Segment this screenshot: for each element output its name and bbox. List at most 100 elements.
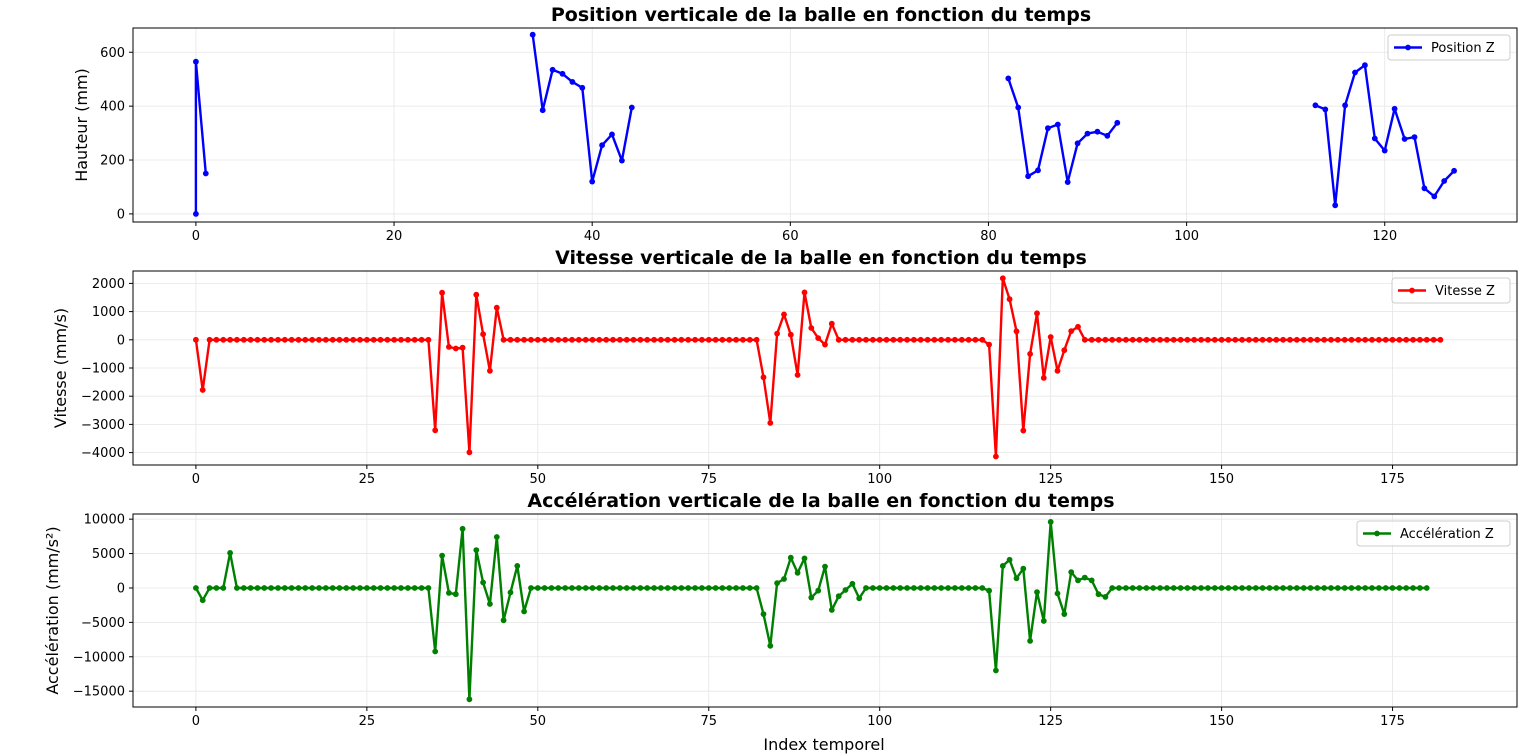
acceleration-data-point	[904, 585, 910, 591]
acceleration-data-point	[1006, 556, 1013, 563]
vitesse-data-point	[596, 336, 603, 343]
vitesse-data-point	[1198, 336, 1204, 343]
acceleration-x-tick-label: 150	[1209, 714, 1234, 729]
vitesse-data-point	[1410, 336, 1416, 343]
vitesse-data-point	[603, 336, 610, 343]
vitesse-data-point	[364, 336, 370, 343]
vitesse-data-point	[1191, 336, 1198, 343]
vitesse-data-point	[575, 336, 582, 343]
acceleration-data-point	[917, 585, 924, 591]
acceleration-data-point	[986, 587, 992, 594]
vitesse-data-point	[1307, 336, 1314, 343]
position-data-point	[1352, 69, 1358, 76]
acceleration-y-tick-label: 5000	[92, 547, 125, 562]
vitesse-legend-marker	[1409, 287, 1415, 294]
acceleration-data-point	[432, 648, 439, 655]
vitesse-data-point	[1150, 336, 1157, 343]
vitesse-data-point	[1259, 336, 1266, 343]
vitesse-data-point	[712, 336, 719, 343]
acceleration-data-point	[664, 585, 671, 591]
vitesse-data-point	[1116, 336, 1122, 343]
vitesse-data-point	[1027, 351, 1033, 357]
vitesse-y-tick-label: −4000	[81, 446, 125, 461]
vitesse-data-point	[965, 336, 972, 343]
acceleration-data-point	[1314, 585, 1321, 591]
vitesse-data-point	[487, 367, 493, 374]
vitesse-data-point	[658, 336, 664, 343]
vitesse-data-point	[480, 331, 486, 338]
position-data-point	[1045, 125, 1051, 132]
vitesse-data-point	[1266, 336, 1273, 343]
acceleration-data-point	[364, 585, 370, 591]
vitesse-data-point	[227, 336, 234, 343]
vitesse-data-point	[972, 336, 979, 343]
vitesse-data-point	[1034, 310, 1040, 317]
acceleration-data-point	[425, 585, 432, 591]
vitesse-y-tick-label: −3000	[81, 418, 125, 433]
position-data-point	[193, 58, 199, 65]
position-data-point	[1025, 173, 1031, 180]
acceleration-data-point	[1293, 585, 1300, 591]
acceleration-data-point	[1376, 585, 1382, 591]
acceleration-data-point	[767, 642, 774, 649]
acceleration-data-point	[808, 594, 815, 601]
position-x-tick-label: 80	[980, 229, 997, 244]
acceleration-title: Accélération verticale de la balle en fo…	[527, 490, 1114, 512]
acceleration-data-point	[350, 585, 357, 591]
vitesse-data-point	[1218, 336, 1225, 343]
position-data-point	[1322, 106, 1329, 113]
acceleration-data-point	[1095, 591, 1102, 598]
vitesse-data-point	[1184, 336, 1191, 343]
acceleration-data-point	[548, 585, 555, 591]
position-y-tick-label: 600	[100, 46, 125, 61]
vitesse-data-point	[931, 336, 938, 343]
position-data-point	[559, 70, 566, 77]
vitesse-data-point	[787, 331, 794, 338]
acceleration-data-point	[1328, 585, 1334, 591]
vitesse-data-point	[1109, 336, 1116, 343]
acceleration-data-point	[261, 585, 268, 591]
acceleration-data-point	[1410, 585, 1416, 591]
vitesse-data-point	[644, 336, 651, 343]
acceleration-data-point	[801, 555, 808, 562]
vitesse-data-point	[514, 336, 521, 343]
vitesse-data-point	[917, 336, 924, 343]
vitesse-data-point	[671, 336, 678, 343]
acceleration-data-point	[1109, 585, 1116, 591]
acceleration-data-point	[1341, 585, 1348, 591]
vitesse-data-point	[719, 336, 726, 343]
vitesse-data-point	[1280, 336, 1286, 343]
acceleration-data-point	[521, 608, 527, 615]
vitesse-data-point	[254, 336, 261, 343]
vitesse-data-point	[541, 336, 548, 343]
acceleration-data-point	[1081, 574, 1088, 581]
vitesse-data-point	[534, 336, 541, 343]
vitesse-data-point	[767, 420, 774, 426]
vitesse-data-point	[617, 336, 623, 343]
vitesse-data-point	[651, 336, 657, 343]
vitesse-data-point	[357, 336, 363, 343]
vitesse-data-point	[835, 336, 842, 343]
vitesse-data-point	[1232, 336, 1239, 343]
acceleration-data-point	[733, 585, 739, 591]
acceleration-data-point	[1300, 585, 1307, 591]
acceleration-data-point	[1047, 519, 1054, 525]
vitesse-data-point	[302, 336, 309, 343]
acceleration-data-point	[1307, 585, 1314, 591]
position-axes-frame	[132, 27, 1518, 223]
vitesse-data-point	[760, 374, 767, 381]
vitesse-data-point	[1376, 336, 1382, 343]
acceleration-data-point	[972, 585, 979, 591]
acceleration-data-point	[644, 585, 651, 591]
vitesse-data-point	[446, 344, 452, 350]
acceleration-data-point	[671, 585, 678, 591]
acceleration-data-point	[822, 563, 828, 570]
position-chart: 0 20 40 60 80 100 120 0 200 400 600 Position vertic…	[72, 4, 1518, 244]
acceleration-x-axis-label: Index temporel	[763, 735, 884, 754]
position-data-point	[1391, 105, 1398, 112]
acceleration-data-point	[1403, 585, 1410, 591]
position-data-point	[1054, 121, 1061, 128]
acceleration-data-point	[1040, 618, 1047, 624]
acceleration-data-point	[603, 585, 610, 591]
acceleration-data-point	[268, 585, 274, 591]
